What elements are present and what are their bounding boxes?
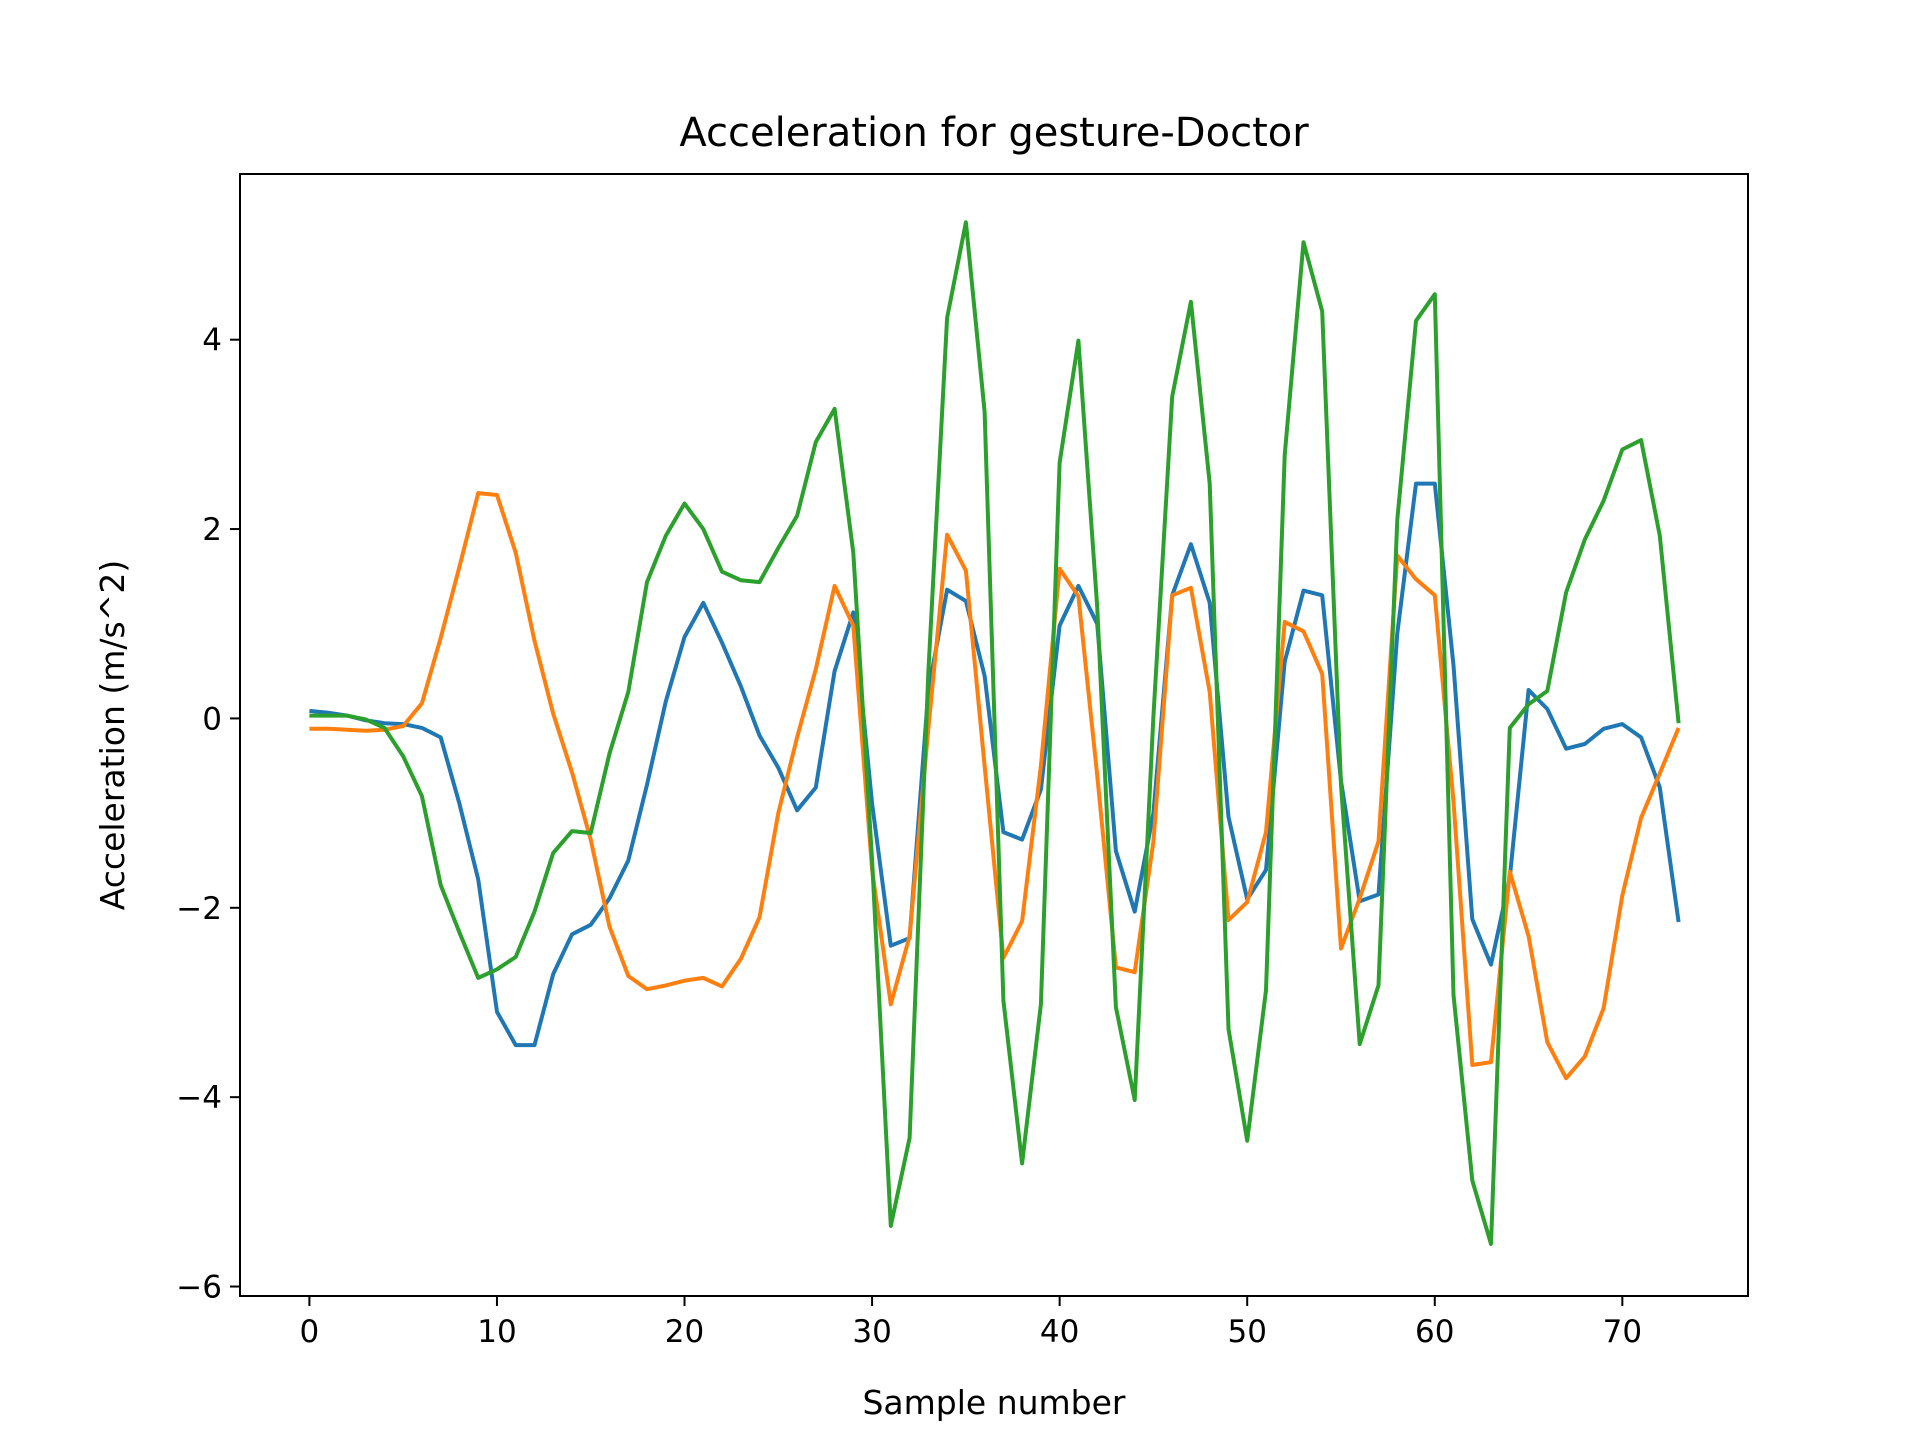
plot-area: 0 10 20 30 40 50 60 70 −6 −4 −2 0 2 4: [176, 173, 1749, 1350]
y-tick-label: −4: [176, 1080, 222, 1116]
x-tick-label: 40: [1040, 1314, 1079, 1350]
series-layer: [309, 220, 1681, 1246]
y-tick-label: −6: [176, 1270, 222, 1306]
x-axis-label: Sample number: [862, 1383, 1125, 1422]
x-tick-label: 20: [665, 1314, 704, 1350]
x-tick-label: 0: [300, 1314, 320, 1350]
x-tick-label: 60: [1415, 1314, 1454, 1350]
y-axis-label: Acceleration (m/s^2): [93, 560, 132, 910]
y-ticks: −6 −4 −2 0 2 4: [176, 323, 240, 1306]
x-ticks: 0 10 20 30 40 50 60 70: [300, 1296, 1642, 1350]
series-line-2: [309, 491, 1681, 1081]
y-tick-label: 2: [202, 512, 222, 548]
x-tick-label: 70: [1603, 1314, 1642, 1350]
x-tick-label: 30: [852, 1314, 891, 1350]
x-tick-label: 10: [477, 1314, 516, 1350]
series-line-3: [309, 220, 1681, 1246]
axes-frame: [239, 173, 1749, 1297]
y-tick-label: 0: [202, 701, 222, 737]
y-tick-label: −2: [176, 891, 222, 927]
x-tick-label: 50: [1227, 1314, 1266, 1350]
y-tick-label: 4: [202, 323, 222, 359]
chart-title: Acceleration for gesture-Doctor: [679, 110, 1309, 156]
